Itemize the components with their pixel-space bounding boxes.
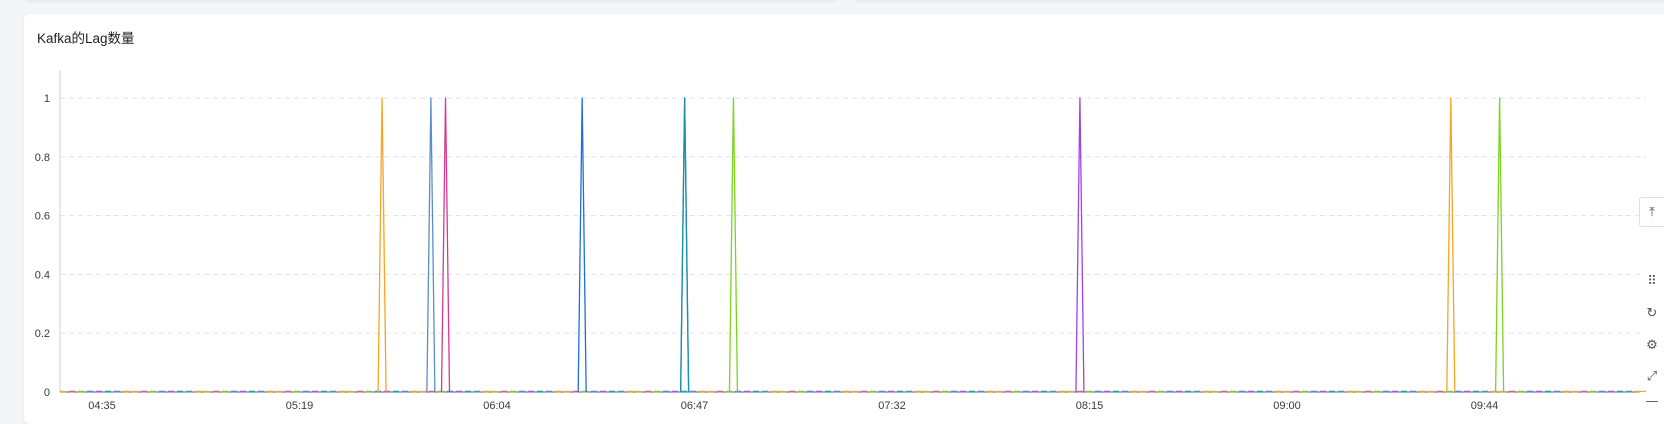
- x-tick-label: 08:15: [1076, 400, 1104, 410]
- y-tick-label: 0.2: [35, 328, 50, 340]
- y-tick-label: 0.8: [35, 152, 50, 164]
- series-line: [426, 97, 436, 393]
- series-line: [1446, 97, 1456, 393]
- series-line: [1494, 97, 1505, 393]
- y-tick-label: 0.4: [35, 269, 50, 281]
- kafka-lag-panel: Kafka的Lag数量: [24, 14, 1664, 424]
- back-to-top-icon: ⤒: [1649, 204, 1655, 220]
- x-tick-label: 06:47: [681, 400, 709, 410]
- back-to-top-button[interactable]: ⤒: [1639, 197, 1664, 227]
- series-line: [577, 97, 587, 393]
- y-tick-label: 0.6: [35, 211, 50, 223]
- fullscreen-button[interactable]: ⤢: [1640, 363, 1664, 389]
- fullscreen-icon: ⤢: [1646, 368, 1658, 384]
- more-button[interactable]: —: [1640, 392, 1664, 410]
- series-line: [440, 97, 451, 393]
- kafka-lag-line-chart: 0 0.2 0.4 0.6 0.8 1 04:35 05:19 06:04 06:47 07:32 0…: [35, 70, 1646, 410]
- x-tick-label: 09:44: [1471, 400, 1499, 410]
- refresh-icon: ↻: [1646, 305, 1658, 321]
- x-tick-label: 09:00: [1273, 400, 1301, 410]
- x-tick-label: 06:04: [483, 400, 511, 410]
- density-icon: ⠿: [1647, 273, 1657, 289]
- x-tick-label: 05:19: [286, 400, 314, 410]
- x-tick-label: 04:35: [88, 400, 116, 410]
- y-tick-label: 0: [44, 387, 50, 399]
- side-toolbar: ⤒ ⠿ ↻ ⚙ ⤢ —: [1638, 0, 1664, 410]
- series-line: [1075, 97, 1085, 393]
- series-line: [728, 97, 739, 393]
- y-tick-label: 1: [44, 93, 50, 105]
- series-line: [679, 97, 690, 393]
- panel-title: Kafka的Lag数量: [37, 31, 135, 46]
- settings-gear-icon: ⚙: [1646, 337, 1658, 353]
- settings-button[interactable]: ⚙: [1640, 332, 1664, 358]
- series-line: [377, 97, 387, 393]
- more-icon: —: [1645, 393, 1659, 409]
- refresh-button[interactable]: ↻: [1640, 300, 1664, 326]
- x-tick-label: 07:32: [878, 400, 906, 410]
- density-button[interactable]: ⠿: [1640, 270, 1664, 292]
